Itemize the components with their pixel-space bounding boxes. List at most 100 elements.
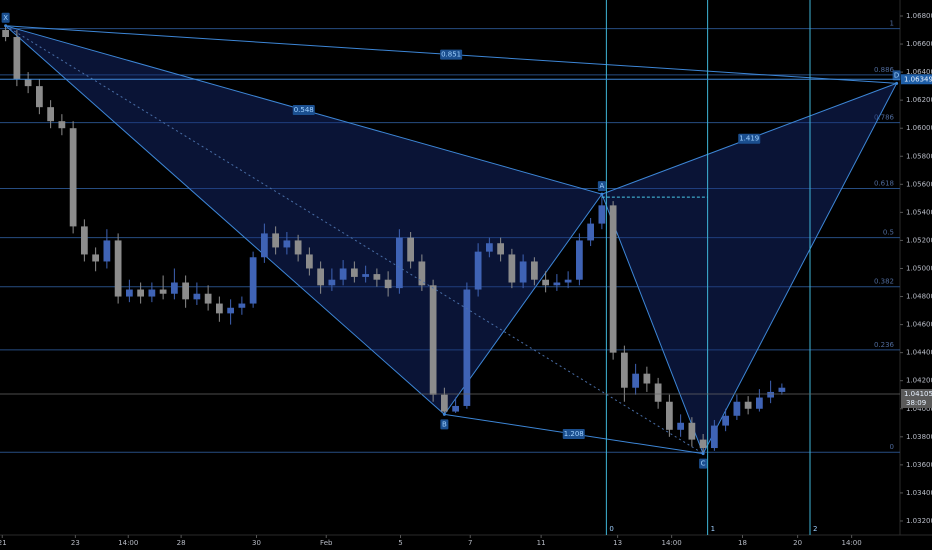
- point-box: [440, 419, 449, 430]
- y-tick-label: 1.06800: [906, 12, 932, 20]
- candle-body: [261, 233, 268, 258]
- ratio-box: [292, 104, 315, 115]
- candle-body: [632, 373, 639, 388]
- x-tick-label: 7: [468, 539, 472, 547]
- candle-body: [722, 415, 729, 426]
- cursor-price-tag: [901, 74, 932, 85]
- fib-label: 1: [890, 20, 894, 28]
- candle-body: [767, 391, 774, 398]
- candle-body: [733, 401, 741, 416]
- candle-body: [2, 30, 9, 38]
- fib-label: 0.786: [874, 114, 895, 122]
- x-tick-label: 23: [71, 539, 80, 547]
- candle-body: [452, 405, 459, 412]
- candle-body: [81, 226, 88, 255]
- point-box: [597, 181, 606, 192]
- candle-body: [564, 279, 572, 283]
- ratio-label: 1.419: [739, 135, 759, 143]
- point-label: X: [3, 14, 8, 22]
- candle-body: [36, 86, 43, 108]
- candle-body: [216, 303, 223, 314]
- candle-body: [351, 268, 358, 277]
- y-tick-label: 1.04000: [906, 405, 932, 413]
- candle-body: [531, 261, 538, 280]
- candle-body: [486, 243, 493, 252]
- candle-body: [497, 243, 504, 255]
- y-tick-label: 1.06400: [906, 68, 932, 76]
- candle-body: [666, 401, 673, 430]
- candle-body: [24, 79, 32, 87]
- x-tick-label: 14:00: [842, 539, 862, 547]
- candle-body: [294, 240, 302, 255]
- candle-body: [756, 397, 763, 409]
- x-tick-label: 30: [252, 539, 261, 547]
- candle-body: [396, 237, 403, 289]
- y-tick-label: 1.03600: [906, 461, 932, 469]
- x-tick-label: 21: [0, 539, 7, 547]
- candle-body: [238, 303, 246, 308]
- candle-body: [373, 274, 381, 280]
- candle-body: [204, 293, 212, 304]
- candle-body: [306, 254, 313, 269]
- pattern-point: [600, 192, 604, 196]
- candle-body: [418, 261, 426, 286]
- point-box: [1, 12, 10, 23]
- candle-body: [429, 285, 437, 395]
- pattern-point: [442, 412, 446, 416]
- y-tick-label: 1.03200: [906, 517, 932, 525]
- candle-body: [542, 279, 549, 286]
- last-price-label: 1.04105: [904, 390, 932, 398]
- candle-body: [137, 289, 144, 297]
- candle-body: [272, 233, 279, 248]
- candle-body: [519, 261, 527, 283]
- fib-label: 0.618: [874, 180, 894, 188]
- y-tick-label: 1.06000: [906, 124, 932, 132]
- ratio-box: [440, 49, 463, 60]
- x-tick-label: 20: [793, 539, 802, 547]
- y-tick-label: 1.04200: [906, 377, 932, 385]
- fib-label: 0: [890, 443, 894, 451]
- candle-body: [643, 373, 651, 384]
- x-tick-label: 14:00: [118, 539, 138, 547]
- candle-body: [362, 274, 369, 277]
- candle-body: [508, 254, 516, 283]
- point-label: C: [701, 460, 706, 468]
- candle-body: [463, 289, 471, 406]
- y-tick-label: 1.04400: [906, 349, 932, 357]
- candle-body: [249, 257, 257, 304]
- y-tick-label: 1.05000: [906, 264, 932, 272]
- candle-body: [171, 282, 178, 294]
- candle-body: [227, 307, 234, 314]
- candle-body: [328, 279, 336, 286]
- point-label: A: [599, 182, 604, 190]
- candle-body: [609, 205, 617, 353]
- candle-body: [688, 422, 696, 440]
- candle-body: [654, 383, 662, 402]
- candle-body: [92, 254, 99, 262]
- candle-body: [317, 268, 324, 286]
- y-tick-label: 1.05600: [906, 180, 932, 188]
- candle-body: [598, 205, 606, 224]
- candle-body: [69, 128, 77, 227]
- point-box: [892, 70, 901, 81]
- ratio-label: 0.851: [441, 51, 461, 59]
- candle-body: [13, 37, 21, 80]
- time-line-label: 2: [813, 525, 817, 533]
- candle-body: [58, 121, 66, 129]
- candle-body: [553, 282, 561, 286]
- candle-body: [103, 240, 111, 262]
- candle-body: [744, 401, 752, 409]
- y-tick-label: 1.04800: [906, 293, 932, 301]
- candle-body: [126, 289, 133, 297]
- ratio-box: [738, 133, 761, 144]
- pattern-line-xc: [5, 25, 704, 455]
- y-tick-label: 1.03800: [906, 433, 932, 441]
- candle-body: [474, 251, 482, 290]
- candle-body: [677, 422, 684, 430]
- y-tick-label: 1.05400: [906, 208, 932, 216]
- ratio-label: 0.548: [294, 106, 314, 114]
- x-tick-label: 14:00: [662, 539, 682, 547]
- pattern-point: [895, 81, 899, 85]
- time-line-label: 1: [711, 525, 715, 533]
